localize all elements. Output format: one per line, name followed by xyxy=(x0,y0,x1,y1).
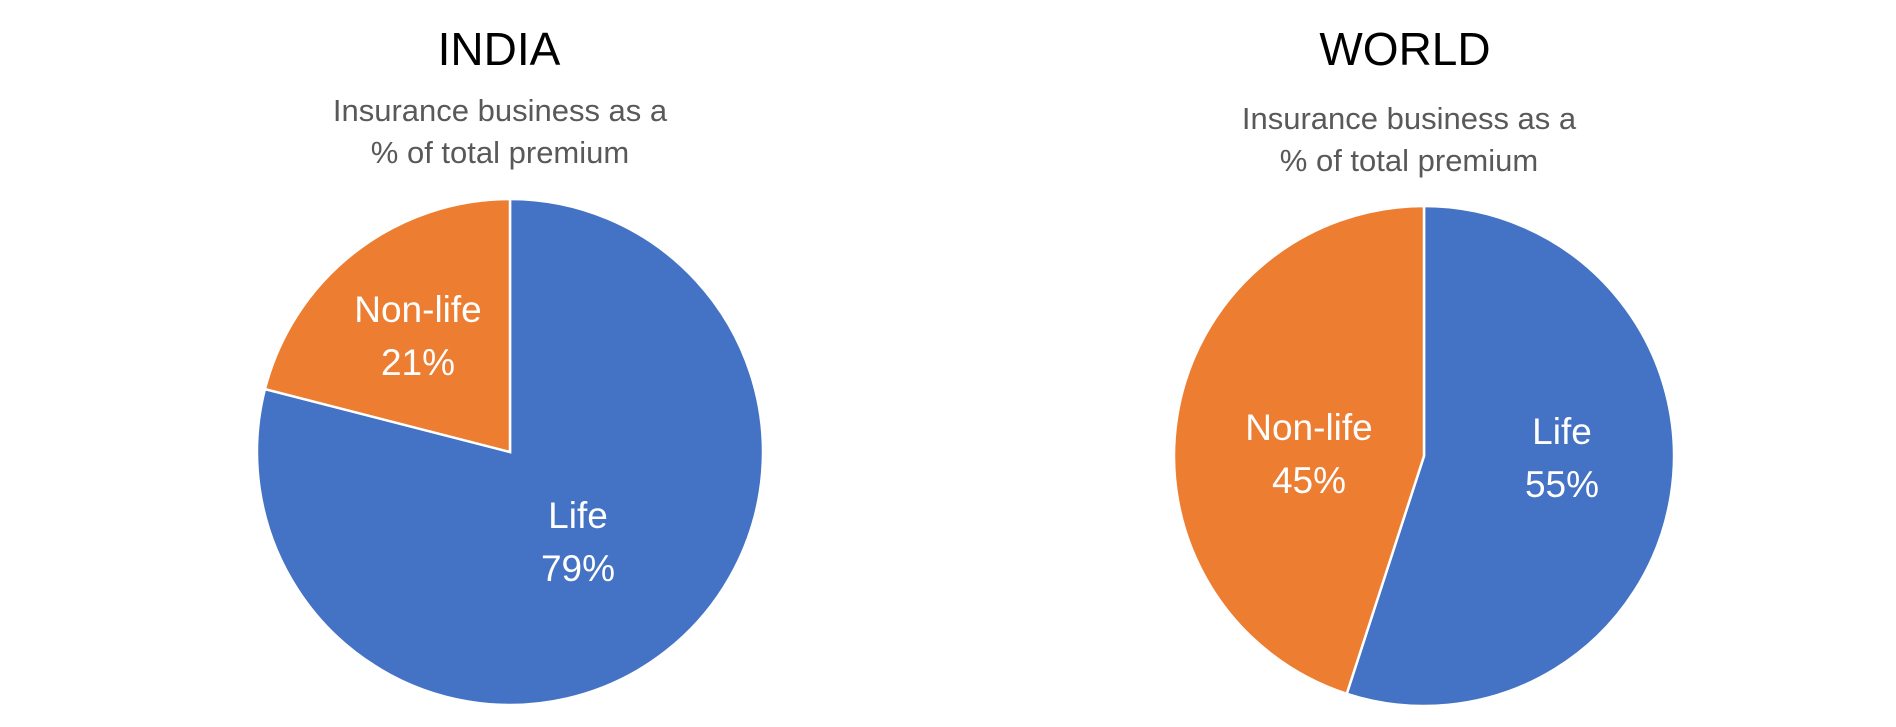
slice-label-life: Life xyxy=(1532,411,1592,452)
slice-label-non-life: Non-life xyxy=(1245,407,1373,448)
chart-subtitle-line-1: Insurance business as a xyxy=(332,93,668,128)
slice-label-non-life: Non-life xyxy=(354,289,482,330)
slice-value-non-life: 21% xyxy=(381,342,455,383)
world-chart: WORLD Insurance business as a % of total… xyxy=(1000,0,1896,727)
chart-subtitle: Insurance business as a % of total premi… xyxy=(961,98,1857,182)
pie-slice-non-life xyxy=(1172,204,1426,696)
india-chart: INDIA Insurance business as a % of total… xyxy=(0,23,1000,707)
chart-subtitle: Insurance business as a % of total premi… xyxy=(0,90,1000,174)
chart-subtitle-line-1: Insurance business as a xyxy=(1241,101,1577,136)
slice-label-life: Life xyxy=(548,495,608,536)
chart-subtitle-line-2: % of total premium xyxy=(370,135,630,170)
slice-value-life: 55% xyxy=(1525,464,1599,505)
india-pie: Life 79% Non-life 21% xyxy=(255,197,765,707)
chart-subtitle-line-2: % of total premium xyxy=(1279,143,1539,178)
pie-slice-life xyxy=(1345,204,1676,708)
world-pie: Life 55% Non-life 45% xyxy=(1172,204,1676,708)
chart-title: WORLD xyxy=(1319,23,1491,75)
slice-value-life: 79% xyxy=(541,548,615,589)
slice-value-non-life: 45% xyxy=(1272,460,1346,501)
pie-slice-non-life xyxy=(263,197,512,454)
chart-title: INDIA xyxy=(437,23,561,75)
